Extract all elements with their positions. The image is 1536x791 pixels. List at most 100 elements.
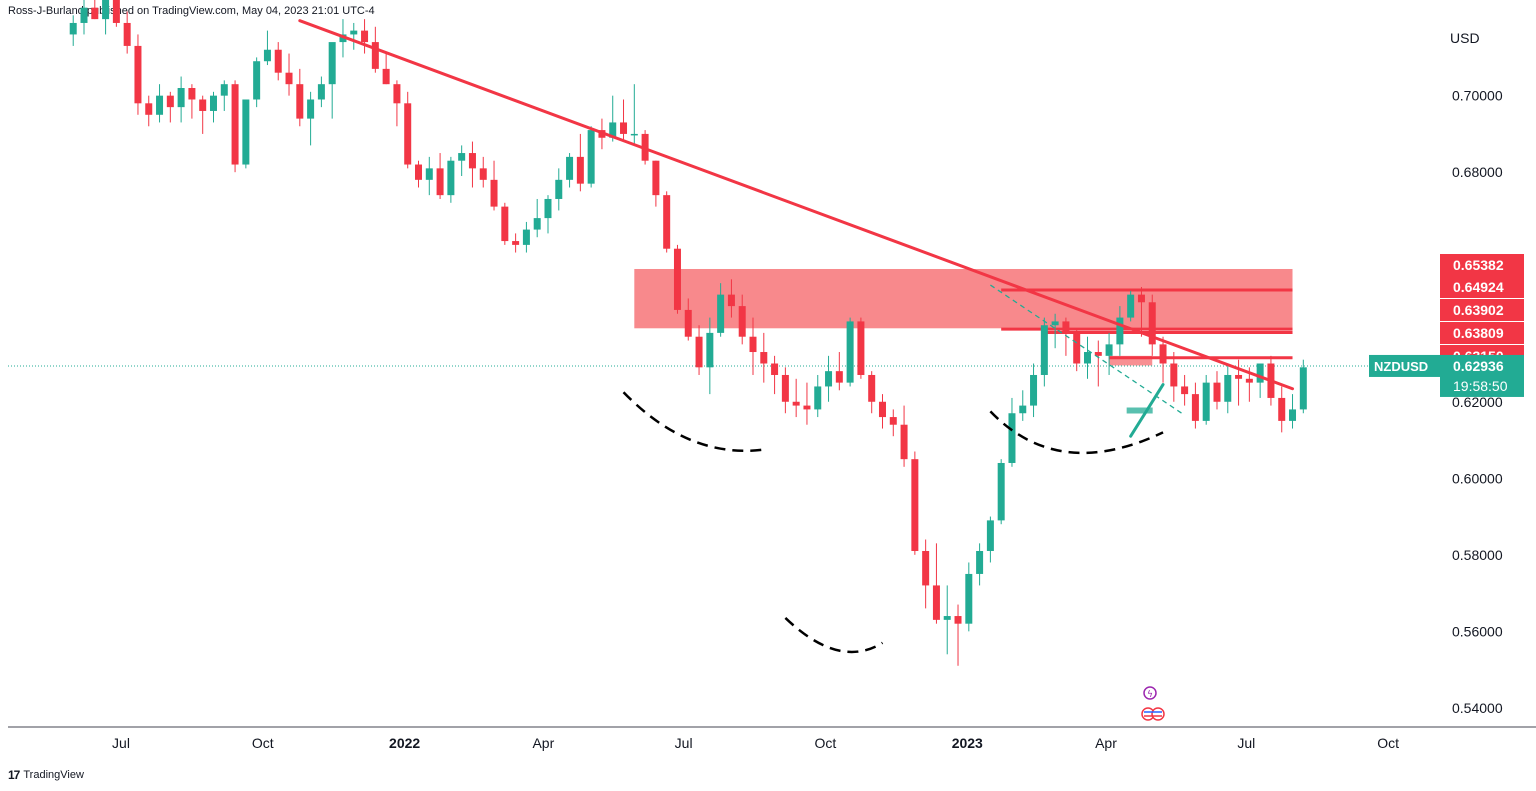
candle-down[interactable] <box>166 91 174 123</box>
candle-up[interactable] <box>69 15 77 46</box>
head-arc[interactable] <box>784 617 884 654</box>
candle-down[interactable] <box>199 95 207 134</box>
candle-down[interactable] <box>112 0 120 27</box>
candle-up[interactable] <box>825 355 833 402</box>
level-price-tag[interactable]: 0.65382 <box>1440 254 1524 276</box>
candle-up[interactable] <box>1019 390 1027 421</box>
candle-up[interactable] <box>609 95 617 142</box>
candle-up[interactable] <box>242 99 250 169</box>
candle-down[interactable] <box>857 317 865 379</box>
candle-up[interactable] <box>1051 313 1059 349</box>
level-price-tag[interactable]: 0.64924 <box>1440 276 1524 298</box>
candle-down[interactable] <box>684 298 692 341</box>
candle-up[interactable] <box>1116 306 1124 356</box>
candle-up[interactable] <box>350 22 358 50</box>
candle-down[interactable] <box>576 133 584 192</box>
candle-up[interactable] <box>209 91 217 123</box>
candle-up[interactable] <box>317 76 325 108</box>
candle-down[interactable] <box>1191 382 1199 429</box>
candle-down[interactable] <box>1159 336 1167 383</box>
candle-up[interactable] <box>102 0 110 35</box>
candle-down[interactable] <box>479 156 487 188</box>
candle-down[interactable] <box>436 153 444 199</box>
candle-up[interactable] <box>986 516 994 563</box>
candle-down[interactable] <box>1137 286 1145 337</box>
candle-down[interactable] <box>889 409 897 437</box>
candle-up[interactable] <box>717 283 725 337</box>
event-icon-flags[interactable] <box>1141 707 1165 721</box>
candle-up[interactable] <box>976 543 984 586</box>
candle-up[interactable] <box>544 195 552 234</box>
candle-up[interactable] <box>1289 394 1297 429</box>
candle-down[interactable] <box>749 317 757 375</box>
candle-down[interactable] <box>673 244 681 314</box>
candle-down[interactable] <box>738 294 746 345</box>
candle-up[interactable] <box>1030 363 1038 418</box>
candle-down[interactable] <box>868 371 876 414</box>
candle-down[interactable] <box>490 160 498 211</box>
candle-down[interactable] <box>91 0 99 20</box>
candle-down[interactable] <box>1062 317 1070 356</box>
candle-down[interactable] <box>803 382 811 425</box>
candle-down[interactable] <box>1170 352 1178 402</box>
level-price-tag[interactable]: 0.63902 <box>1440 299 1524 321</box>
candle-up[interactable] <box>263 30 271 66</box>
candle-up[interactable] <box>814 374 822 418</box>
candle-up[interactable] <box>630 84 638 146</box>
short-term-trend-dashed-line[interactable] <box>990 284 1185 416</box>
candle-up[interactable] <box>253 57 261 108</box>
candle-down[interactable] <box>727 279 735 318</box>
event-icon-flash[interactable]: ϟ <box>1143 686 1157 700</box>
candle-up[interactable] <box>943 585 951 655</box>
candle-down[interactable] <box>1073 329 1081 372</box>
candle-down[interactable] <box>1278 386 1286 433</box>
candle-down[interactable] <box>792 378 800 418</box>
candle-up[interactable] <box>1040 317 1048 387</box>
candle-up[interactable] <box>1084 336 1092 379</box>
candle-down[interactable] <box>1094 340 1102 387</box>
candle-up[interactable] <box>1105 332 1113 375</box>
candle-up[interactable] <box>1127 290 1135 322</box>
candle-down[interactable] <box>134 34 142 115</box>
candle-up[interactable] <box>846 317 854 387</box>
candle-up[interactable] <box>80 0 88 35</box>
candle-down[interactable] <box>188 84 196 119</box>
candle-down[interactable] <box>512 233 520 253</box>
level-price-tag[interactable]: 0.63809 <box>1440 322 1524 344</box>
candle-up[interactable] <box>156 84 164 123</box>
candle-down[interactable] <box>663 191 671 253</box>
candle-up[interactable] <box>447 156 455 203</box>
candle-down[interactable] <box>145 95 153 127</box>
candle-up[interactable] <box>307 91 315 146</box>
candle-down[interactable] <box>781 367 789 414</box>
candle-up[interactable] <box>706 317 714 395</box>
candle-down[interactable] <box>878 394 886 429</box>
candle-down[interactable] <box>296 68 304 127</box>
candle-down[interactable] <box>123 11 131 54</box>
right-shoulder-arc[interactable] <box>989 410 1164 455</box>
candle-down[interactable] <box>274 42 282 81</box>
candle-down[interactable] <box>382 53 390 85</box>
candle-up[interactable] <box>220 80 228 111</box>
left-shoulder-arc[interactable] <box>622 391 764 452</box>
candle-down[interactable] <box>468 141 476 188</box>
candle-down[interactable] <box>1181 374 1189 406</box>
candle-up[interactable] <box>1299 359 1307 414</box>
candle-down[interactable] <box>932 543 940 624</box>
tradingview-brand[interactable]: 17 TradingView <box>8 768 84 782</box>
candle-up[interactable] <box>997 459 1005 525</box>
candle-down[interactable] <box>771 355 779 395</box>
candle-down[interactable] <box>1213 371 1221 410</box>
candle-up[interactable] <box>965 562 973 632</box>
candle-up[interactable] <box>1256 363 1264 398</box>
candle-down[interactable] <box>760 332 768 383</box>
candle-up[interactable] <box>177 76 185 123</box>
candle-up[interactable] <box>328 42 336 119</box>
candle-down[interactable] <box>922 539 930 609</box>
candle-up[interactable] <box>1224 363 1232 414</box>
candle-down[interactable] <box>415 160 423 188</box>
candle-down[interactable] <box>1148 294 1156 356</box>
candle-up[interactable] <box>587 126 595 188</box>
candle-up[interactable] <box>425 156 433 196</box>
current-price-tag[interactable]: NZDUSD 0.62936 19:58:50 <box>1369 354 1524 397</box>
